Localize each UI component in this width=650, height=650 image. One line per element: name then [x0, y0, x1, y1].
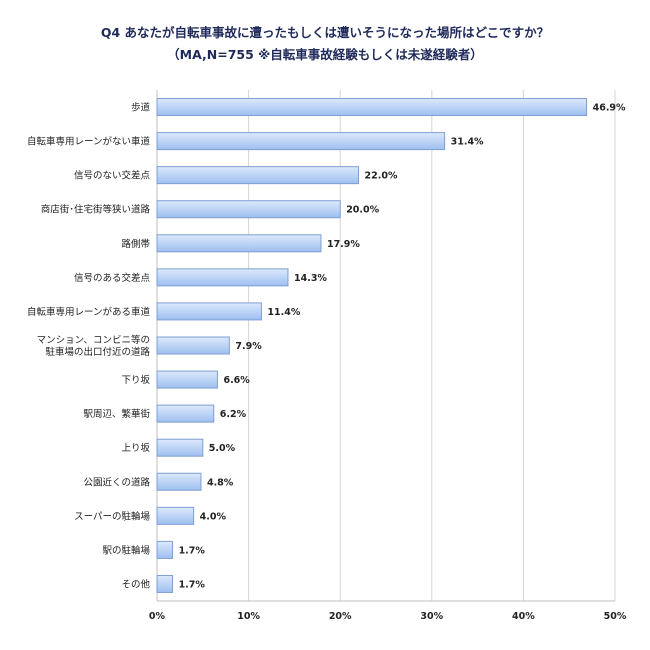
bar — [156, 234, 322, 253]
bar — [156, 438, 204, 457]
data-label: 6.2% — [220, 409, 247, 420]
category-label: 路側帯 — [121, 238, 150, 250]
category-label: 信号のある交差点 — [74, 272, 151, 284]
category-label: 自転車専用レーンがある車道 — [27, 306, 151, 318]
bar — [156, 540, 174, 559]
chart-subtitle: （MA,N=755 ※自転車事故経験もしくは未遂経験者） — [167, 47, 483, 62]
data-label: 4.8% — [207, 477, 234, 488]
bar — [156, 166, 360, 185]
data-label: 20.0% — [346, 205, 379, 216]
chart-title: Q4 あなたが自転車事故に遭ったもしくは遭いそうになった場所はどこですか？ — [100, 25, 550, 40]
category-label: 自転車専用レーンがない車道 — [27, 136, 151, 148]
x-tick-label: 30% — [420, 611, 443, 622]
bar — [156, 370, 218, 389]
category-label: 歩道 — [131, 102, 151, 114]
data-label: 14.3% — [294, 273, 327, 284]
data-label: 4.0% — [200, 511, 227, 522]
data-label: 31.4% — [451, 137, 484, 148]
bar — [156, 336, 230, 355]
category-label: 駅周辺、繁華街 — [83, 408, 150, 420]
bar — [156, 302, 262, 321]
x-tick-label: 50% — [604, 611, 627, 622]
data-label: 17.9% — [327, 239, 360, 250]
data-label: 46.9% — [593, 103, 626, 114]
bar — [156, 506, 195, 525]
bar — [156, 574, 174, 593]
bar — [156, 200, 341, 219]
bar — [156, 472, 202, 491]
category-label: 上り坂 — [121, 443, 150, 454]
x-tick-label: 0% — [149, 611, 166, 622]
data-label: 1.7% — [179, 579, 206, 590]
data-label: 1.7% — [179, 545, 206, 556]
bar — [156, 132, 446, 151]
category-label: 公園近くの道路 — [83, 476, 150, 488]
category-label: 下り坂 — [121, 375, 150, 386]
category-label: 商店街･住宅街等狭い道路 — [41, 204, 151, 216]
bar — [156, 268, 289, 287]
x-tick-label: 20% — [329, 611, 352, 622]
data-label: 6.6% — [223, 375, 250, 386]
category-label: マンション、コンビニ等の — [37, 334, 150, 346]
data-label: 5.0% — [209, 443, 236, 454]
category-label: その他 — [121, 578, 150, 590]
bar — [156, 404, 215, 423]
bar — [156, 98, 588, 117]
category-label: スーパーの駐輪場 — [74, 510, 150, 522]
data-label: 22.0% — [365, 171, 398, 182]
x-tick-label: 40% — [512, 611, 535, 622]
category-label: 駐車場の出口付近の道路 — [45, 346, 150, 358]
data-label: 7.9% — [235, 341, 262, 352]
data-label: 11.4% — [267, 307, 300, 318]
category-label: 駅の駐輪場 — [102, 544, 150, 556]
x-tick-label: 10% — [237, 611, 260, 622]
category-label: 信号のない交差点 — [74, 170, 151, 182]
